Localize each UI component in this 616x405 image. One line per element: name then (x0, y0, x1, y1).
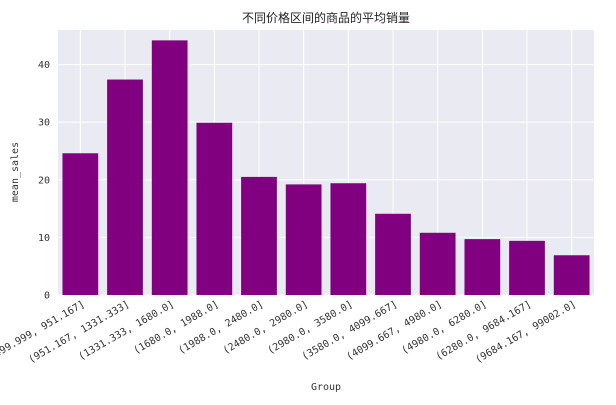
bar (375, 213, 411, 295)
bar (553, 255, 590, 295)
bar (330, 183, 367, 295)
y-tick-labels: 0 10 20 30 40 (38, 60, 50, 301)
y-tick-label: 0 (44, 291, 50, 302)
bar (107, 79, 143, 295)
bar (509, 240, 545, 295)
y-tick-label: 30 (38, 118, 50, 129)
bar (241, 176, 277, 295)
y-axis-title: mean_sales (10, 142, 21, 202)
plot-area (58, 30, 594, 295)
bar (464, 239, 501, 295)
bar (151, 40, 188, 295)
y-tick-label: 40 (38, 60, 50, 71)
bar (62, 153, 99, 295)
bar (285, 184, 322, 295)
bar (419, 232, 456, 295)
y-tick-label: 10 (38, 233, 50, 244)
y-tick-label: 20 (38, 175, 50, 186)
bars (62, 40, 590, 295)
bar (196, 122, 233, 295)
x-axis-title: Group (311, 382, 341, 393)
x-tick-labels: (499.999, 951.167](951.167, 1331.333](13… (0, 299, 578, 366)
chart-title: 不同价格区间的商品的平均销量 (242, 10, 410, 25)
